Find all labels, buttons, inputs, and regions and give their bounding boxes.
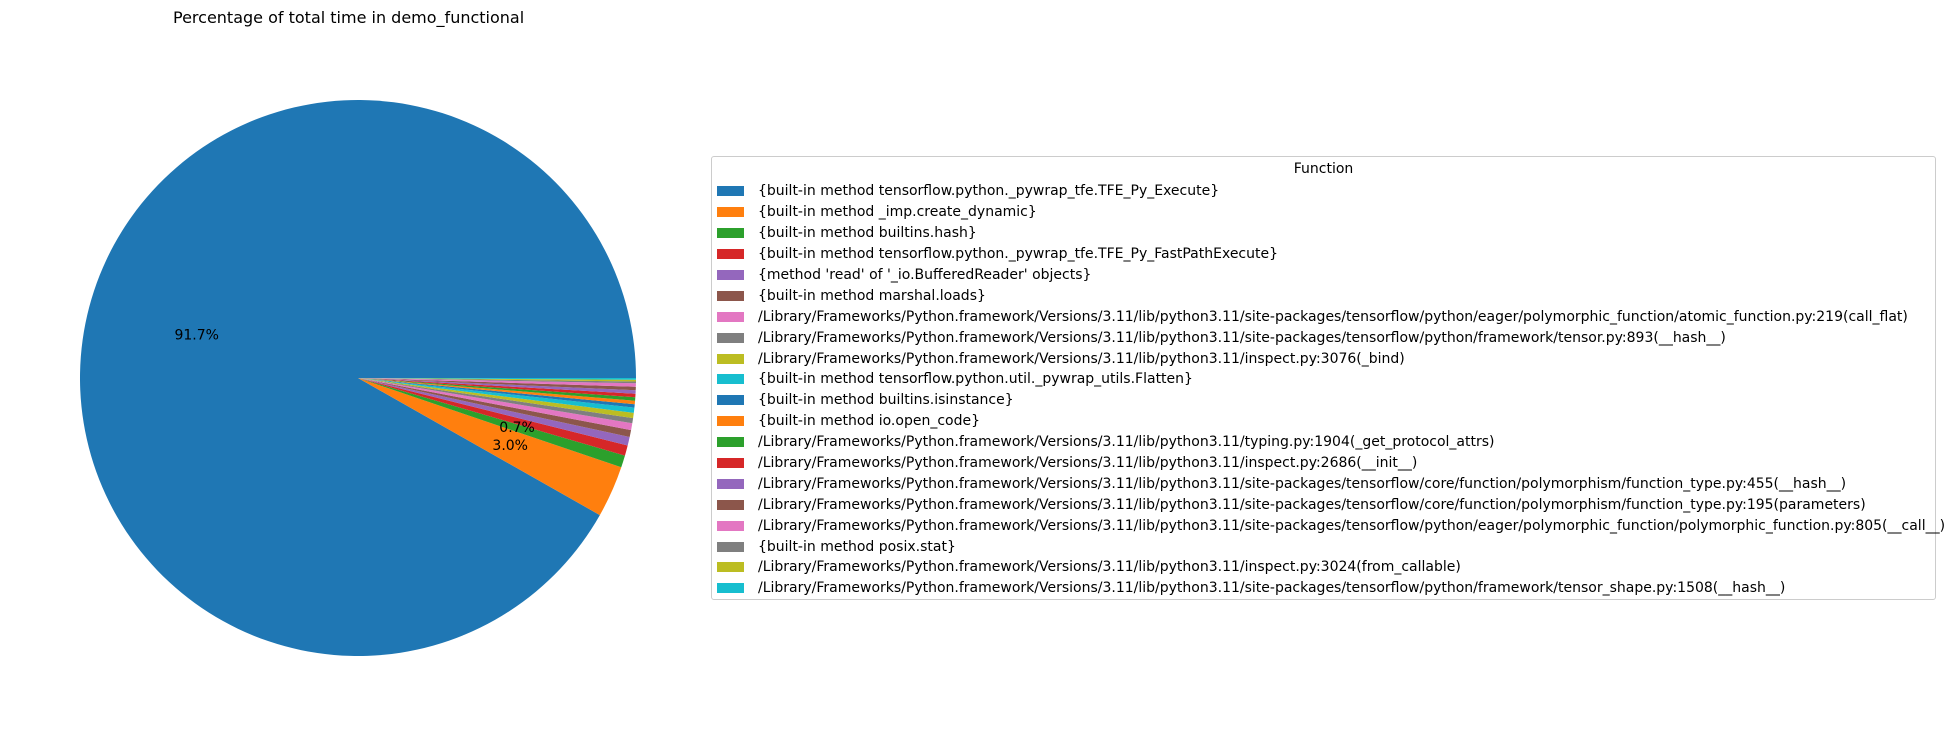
- slice-percentage-label: 91.7%: [174, 327, 218, 343]
- pie-slice: [358, 378, 636, 382]
- legend-swatch: [717, 583, 744, 594]
- legend-label: /Library/Frameworks/Python.framework/Ver…: [758, 455, 1418, 472]
- legend: Function {built-in method tensorflow.pyt…: [711, 156, 1945, 600]
- legend-item: /Library/Frameworks/Python.framework/Ver…: [717, 327, 1945, 348]
- legend-label: /Library/Frameworks/Python.framework/Ver…: [758, 559, 1461, 576]
- legend-label: /Library/Frameworks/Python.framework/Ver…: [758, 517, 1946, 534]
- legend-swatch: [717, 270, 744, 280]
- legend-label: /Library/Frameworks/Python.framework/Ver…: [758, 496, 1866, 513]
- pie-slice: [358, 378, 636, 401]
- pie-slice: [358, 378, 636, 394]
- legend-swatch: [717, 290, 744, 301]
- pie-slice: [358, 378, 636, 391]
- pie-slice: [358, 378, 633, 431]
- legend-item: {built-in method io.open_code}: [717, 411, 1945, 432]
- legend-label: {method 'read' of '_io.BufferedReader' o…: [758, 267, 1092, 283]
- pie-slice: [358, 378, 628, 456]
- pie-slice: [358, 378, 636, 384]
- legend-label: /Library/Frameworks/Python.framework/Ver…: [758, 329, 1726, 346]
- legend-label: {built-in method marshal.loads}: [758, 287, 986, 304]
- legend-item: {built-in method builtins.isinstance}: [717, 390, 1945, 411]
- legend-label: {built-in method builtins.isinstance}: [758, 392, 1014, 409]
- legend-item: /Library/Frameworks/Python.framework/Ver…: [717, 557, 1945, 578]
- pie-slice: [358, 378, 636, 398]
- legend-item: {built-in method _imp.create_dynamic}: [717, 202, 1945, 223]
- legend-label: /Library/Frameworks/Python.framework/Ver…: [758, 434, 1495, 451]
- pie-slice: [358, 378, 636, 380]
- pie-slice: [358, 378, 625, 468]
- legend-swatch: [717, 499, 744, 510]
- legend-swatch: [717, 416, 744, 427]
- legend-item: {built-in method marshal.loads}: [717, 285, 1945, 306]
- legend-swatch: [717, 541, 744, 552]
- legend-label: /Library/Frameworks/Python.framework/Ver…: [758, 580, 1786, 597]
- legend-item: /Library/Frameworks/Python.framework/Ver…: [717, 494, 1945, 515]
- pie-slice: [79, 100, 637, 657]
- legend-swatch: [717, 437, 744, 448]
- slice-percentage-label: 0.7%: [499, 420, 535, 436]
- legend-label: /Library/Frameworks/Python.framework/Ver…: [758, 308, 1908, 325]
- legend-label: /Library/Frameworks/Python.framework/Ver…: [758, 475, 1847, 492]
- legend-item: {method 'read' of '_io.BufferedReader' o…: [717, 265, 1945, 286]
- legend-swatch: [717, 311, 744, 322]
- legend-title: Function: [1293, 161, 1354, 177]
- legend-label: {built-in method tensorflow.python._pywr…: [758, 183, 1220, 200]
- pie-slice: [358, 378, 636, 405]
- pie-slice: [358, 378, 636, 387]
- pie-slice: [358, 378, 634, 424]
- pie-slice: [358, 378, 634, 419]
- legend-swatch: [717, 249, 744, 260]
- slice-percentage-label: 3.0%: [492, 438, 528, 454]
- pie-percentage-labels: 91.7% 3.0% 0.7%: [174, 327, 534, 454]
- pie-slice: [358, 378, 630, 446]
- legend-swatch: [717, 562, 744, 573]
- legend-item: /Library/Frameworks/Python.framework/Ver…: [717, 515, 1945, 536]
- legend-label: {built-in method io.open_code}: [758, 413, 980, 430]
- legend-swatch: [717, 186, 744, 197]
- chart-title: Percentage of total time in demo_functio…: [173, 8, 525, 27]
- legend-item: {built-in method tensorflow.python._pywr…: [717, 244, 1945, 265]
- legend-swatch: [717, 332, 744, 343]
- legend-label: /Library/Frameworks/Python.framework/Ver…: [758, 350, 1405, 367]
- legend-item: {built-in method tensorflow.python.util.…: [717, 369, 1945, 390]
- legend-item: {built-in method posix.stat}: [717, 536, 1945, 557]
- legend-item: /Library/Frameworks/Python.framework/Ver…: [717, 348, 1945, 369]
- pie-slice: [358, 378, 635, 408]
- legend-item: {built-in method builtins.hash}: [717, 223, 1945, 244]
- legend-item: /Library/Frameworks/Python.framework/Ver…: [717, 453, 1945, 474]
- legend-item: /Library/Frameworks/Python.framework/Ver…: [717, 578, 1945, 599]
- legend-label: {built-in method builtins.hash}: [758, 225, 977, 242]
- legend-label: {built-in method tensorflow.python.util.…: [758, 371, 1193, 388]
- legend-swatch: [717, 207, 744, 218]
- legend-swatch: [717, 228, 744, 239]
- legend-item: {built-in method tensorflow.python._pywr…: [717, 181, 1945, 202]
- legend-label: {built-in method _imp.create_dynamic}: [758, 204, 1037, 221]
- legend-item: /Library/Frameworks/Python.framework/Ver…: [717, 306, 1945, 327]
- legend-swatch: [717, 458, 744, 469]
- pie-slice: [358, 378, 635, 413]
- legend-item: /Library/Frameworks/Python.framework/Ver…: [717, 432, 1945, 453]
- legend-label: {built-in method tensorflow.python._pywr…: [758, 246, 1279, 263]
- pie-slice: [358, 378, 622, 516]
- pie-slices: [79, 100, 637, 657]
- legend-swatch: [717, 353, 744, 364]
- legend-swatch: [717, 520, 744, 531]
- legend-swatch: [717, 395, 744, 406]
- legend-swatch: [717, 374, 744, 385]
- pie-slice: [358, 378, 632, 437]
- legend-item: /Library/Frameworks/Python.framework/Ver…: [717, 473, 1945, 494]
- legend-label: {built-in method posix.stat}: [758, 538, 956, 555]
- legend-swatch: [717, 478, 744, 489]
- legend-items: {built-in method tensorflow.python._pywr…: [717, 181, 1945, 599]
